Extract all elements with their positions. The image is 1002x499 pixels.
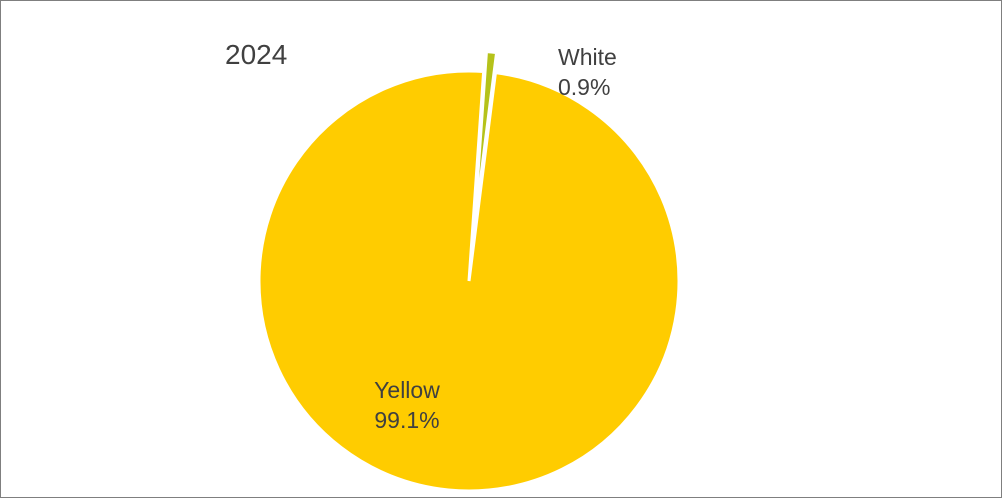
slice-label-yellow: Yellow 99.1% bbox=[374, 377, 440, 433]
slice-labels: Yellow 99.1% White 0.9% bbox=[374, 44, 617, 433]
pie-slices bbox=[257, 50, 681, 493]
slice-value-label: 99.1% bbox=[374, 407, 439, 433]
slice-category-label: White bbox=[558, 44, 617, 70]
slice-label-white: White 0.9% bbox=[558, 44, 617, 100]
slice-category-label: Yellow bbox=[374, 377, 440, 403]
pie-slice-white bbox=[472, 50, 499, 232]
pie-slice-yellow bbox=[257, 69, 681, 493]
chart-title: 2024 bbox=[225, 39, 287, 70]
slice-value-label: 0.9% bbox=[558, 74, 610, 100]
